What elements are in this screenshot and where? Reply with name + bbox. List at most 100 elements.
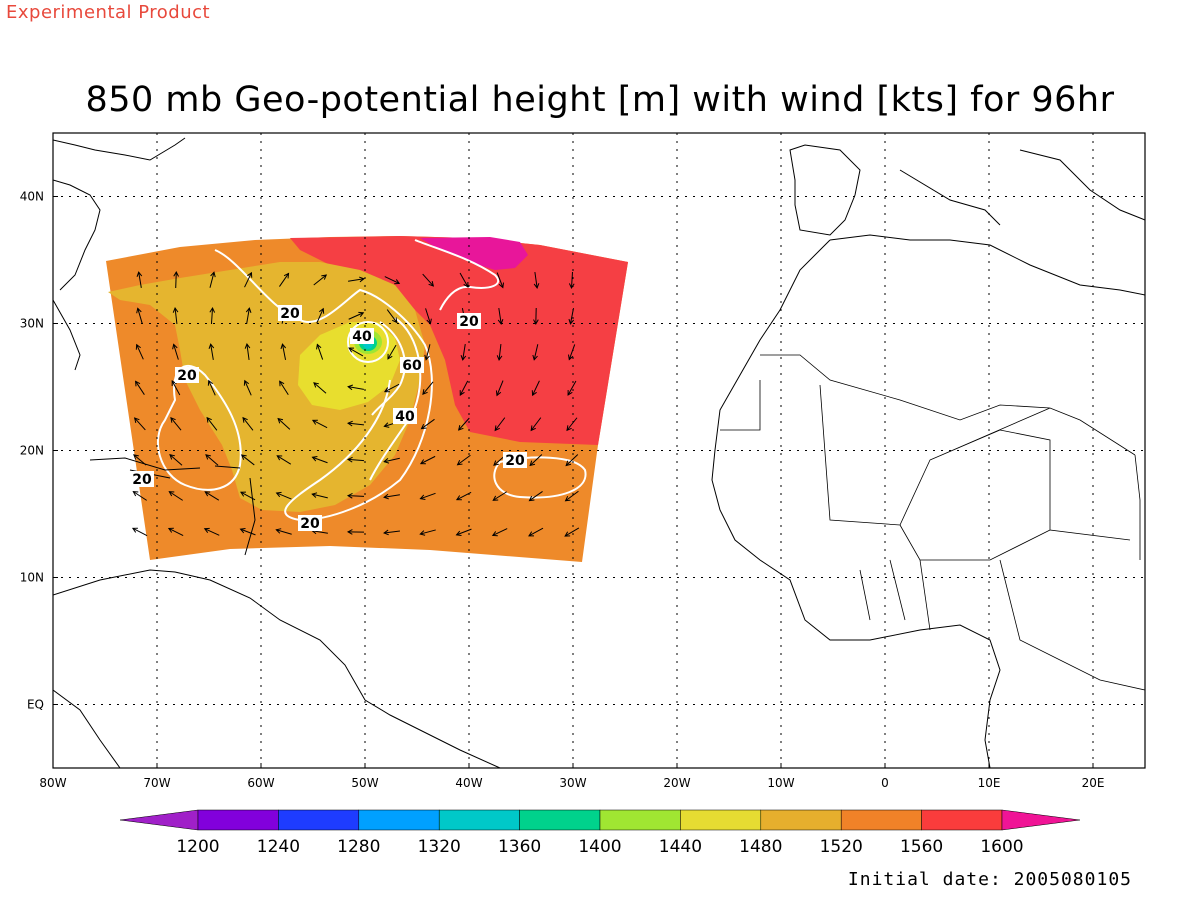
wind-arrow (496, 343, 503, 361)
wind-arrow (240, 454, 255, 466)
wind-arrow (316, 343, 324, 360)
wind-arrow (171, 380, 181, 396)
wind-arrow (348, 276, 365, 283)
colorbar-under-triangle (119, 809, 199, 831)
wind-arrow (209, 271, 216, 288)
coastlines (53, 137, 1145, 768)
colorbar-tick-label: 1360 (498, 837, 541, 857)
wind-arrow (132, 491, 147, 501)
colorbar-tick-label: 1400 (578, 837, 621, 857)
africa-coast (711, 234, 1145, 768)
contour-label: 20 (503, 452, 527, 469)
svg-text:40: 40 (395, 409, 415, 425)
lon-tick-label: 70W (143, 776, 170, 790)
wind-arrow (420, 418, 435, 430)
wind-arrow (348, 311, 365, 320)
colorbar-tick-label: 1600 (980, 837, 1023, 857)
svg-text:20: 20 (505, 453, 525, 469)
wind-arrow (567, 380, 577, 396)
wind-arrow (457, 417, 470, 431)
lat-tick-label: 10N (20, 571, 44, 585)
wind-arrow (203, 527, 220, 536)
lon-tick-label: 20E (1082, 776, 1105, 790)
lon-tick-label: 10E (978, 776, 1001, 790)
colorbar-segment (599, 809, 681, 831)
wind-arrow (419, 529, 436, 536)
wind-arrow (456, 454, 471, 466)
wind-arrow (455, 528, 472, 537)
wind-arrow (347, 384, 364, 391)
svg-text:40: 40 (352, 329, 372, 345)
wind-arrow (346, 492, 365, 499)
wind-arrow (242, 416, 254, 431)
colorbar-segment (680, 809, 762, 831)
colorbar-tick-label: 1560 (900, 837, 943, 857)
lon-tick-label: 40W (455, 776, 482, 790)
contour-label: 40 (350, 328, 374, 345)
wind-arrow (168, 491, 183, 501)
wind-arrow (383, 529, 400, 536)
wind-arrow (424, 344, 431, 361)
svg-text:20: 20 (459, 314, 479, 330)
lon-tick-label: 80W (39, 776, 66, 790)
wind-arrow (280, 343, 287, 360)
wind-arrow (239, 527, 256, 536)
contour-label: 20 (278, 305, 302, 322)
wind-arrow (207, 379, 216, 396)
svg-text:20: 20 (177, 368, 197, 384)
wind-arrow (495, 380, 504, 397)
contour-labels: 20 20 20 20 20 20 40 40 60 (130, 305, 527, 532)
wind-arrow (346, 529, 365, 535)
colorbar-segment (760, 809, 842, 831)
wind-arrow (135, 343, 144, 360)
svg-text:20: 20 (132, 472, 152, 488)
contour-label: 60 (400, 357, 424, 374)
wind-arrow (206, 416, 218, 431)
wind-arrow (313, 274, 328, 286)
lon-tick-label: 10W (767, 776, 794, 790)
wind-arrow (311, 456, 328, 464)
wind-arrow (279, 272, 290, 287)
wind-arrow (533, 272, 540, 289)
wind-arrow (386, 309, 398, 324)
wind-arrow (531, 380, 540, 397)
experimental-product-label: Experimental Product (6, 2, 211, 23)
wind-arrow (136, 271, 143, 288)
wind-arrow (311, 492, 328, 499)
wind-arrow (383, 493, 400, 500)
wind-arrow (133, 417, 146, 431)
wind-arrow (530, 417, 542, 432)
initial-date-label: Initial date: 2005080105 (847, 869, 1132, 890)
wind-arrow (313, 382, 327, 394)
lon-tick-label: 60W (247, 776, 274, 790)
wind-arrow (419, 455, 436, 465)
svg-text:60: 60 (402, 358, 422, 374)
wind-arrow (169, 454, 183, 466)
wind-arrow (387, 344, 397, 360)
wind-arrow (135, 380, 145, 395)
wind-arrow (347, 420, 365, 427)
wind-arrow (422, 273, 435, 287)
colorbar-tick-label: 1440 (659, 837, 702, 857)
colorbar-segment (197, 809, 279, 831)
lon-tick-label: 50W (351, 776, 378, 790)
svg-text:20: 20 (280, 306, 300, 322)
contour-60 (371, 321, 406, 416)
contour-label: 40 (393, 408, 417, 425)
wind-arrow (172, 307, 179, 325)
colorbar-tick-label: 1240 (257, 837, 300, 857)
lat-tick-label: 20N (20, 444, 44, 458)
wind-arrow (492, 491, 508, 501)
wind-arrow (383, 383, 400, 393)
wind-arrow (205, 454, 219, 466)
colorbar-over-triangle (1001, 809, 1081, 831)
colorbar-segment (840, 809, 922, 831)
contour-label: 20 (298, 515, 322, 532)
contour-storm-ring (347, 321, 389, 363)
wind-arrow (491, 528, 508, 537)
wind-arrow (316, 307, 325, 324)
map-title: 850 mb Geo-potential height [m] with win… (85, 80, 1115, 120)
wind-arrow (276, 455, 292, 465)
wind-arrow (348, 347, 364, 357)
svg-text:20: 20 (300, 516, 320, 532)
